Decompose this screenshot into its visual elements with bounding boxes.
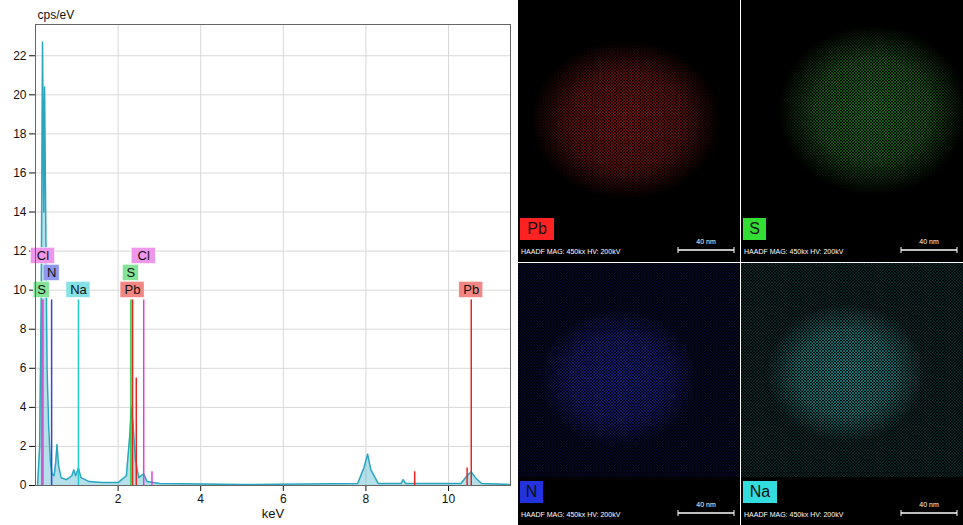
svg-text:Cl: Cl xyxy=(138,248,150,263)
svg-text:S: S xyxy=(127,265,136,280)
svg-text:N: N xyxy=(526,483,538,500)
svg-text:cps/eV: cps/eV xyxy=(38,8,75,22)
svg-text:0: 0 xyxy=(20,478,27,492)
svg-text:20: 20 xyxy=(13,88,27,102)
svg-text:HAADF MAG: 450kx HV: 200kV: HAADF MAG: 450kx HV: 200kV xyxy=(521,248,621,255)
svg-text:22: 22 xyxy=(13,49,27,63)
svg-text:10: 10 xyxy=(442,492,456,506)
svg-text:N: N xyxy=(47,265,56,280)
svg-text:40 nm: 40 nm xyxy=(919,238,939,245)
svg-text:6: 6 xyxy=(280,492,287,506)
svg-text:4: 4 xyxy=(20,400,27,414)
svg-text:Cl: Cl xyxy=(37,248,49,263)
svg-text:40 nm: 40 nm xyxy=(696,501,716,508)
svg-text:Pb: Pb xyxy=(125,282,141,297)
svg-text:6: 6 xyxy=(20,361,27,375)
svg-text:keV: keV xyxy=(262,506,285,521)
svg-text:4: 4 xyxy=(197,492,204,506)
svg-text:HAADF MAG: 450kx HV: 200kV: HAADF MAG: 450kx HV: 200kV xyxy=(521,511,621,518)
svg-text:S: S xyxy=(749,220,760,237)
svg-text:Na: Na xyxy=(750,483,771,500)
svg-text:S: S xyxy=(37,282,46,297)
svg-text:10: 10 xyxy=(13,283,27,297)
svg-text:12: 12 xyxy=(13,244,27,258)
svg-text:16: 16 xyxy=(13,166,27,180)
svg-text:18: 18 xyxy=(13,127,27,141)
svg-text:40 nm: 40 nm xyxy=(919,501,939,508)
svg-text:Pb: Pb xyxy=(527,220,547,237)
svg-text:Pb: Pb xyxy=(463,282,479,297)
svg-text:2: 2 xyxy=(20,439,27,453)
svg-text:Na: Na xyxy=(70,282,87,297)
svg-text:8: 8 xyxy=(20,322,27,336)
svg-text:HAADF MAG: 450kx HV: 200kV: HAADF MAG: 450kx HV: 200kV xyxy=(744,248,844,255)
svg-text:2: 2 xyxy=(115,492,122,506)
svg-text:40 nm: 40 nm xyxy=(696,238,716,245)
svg-text:8: 8 xyxy=(363,492,370,506)
svg-text:HAADF MAG: 450kx HV: 200kV: HAADF MAG: 450kx HV: 200kV xyxy=(744,511,844,518)
svg-text:14: 14 xyxy=(13,205,27,219)
